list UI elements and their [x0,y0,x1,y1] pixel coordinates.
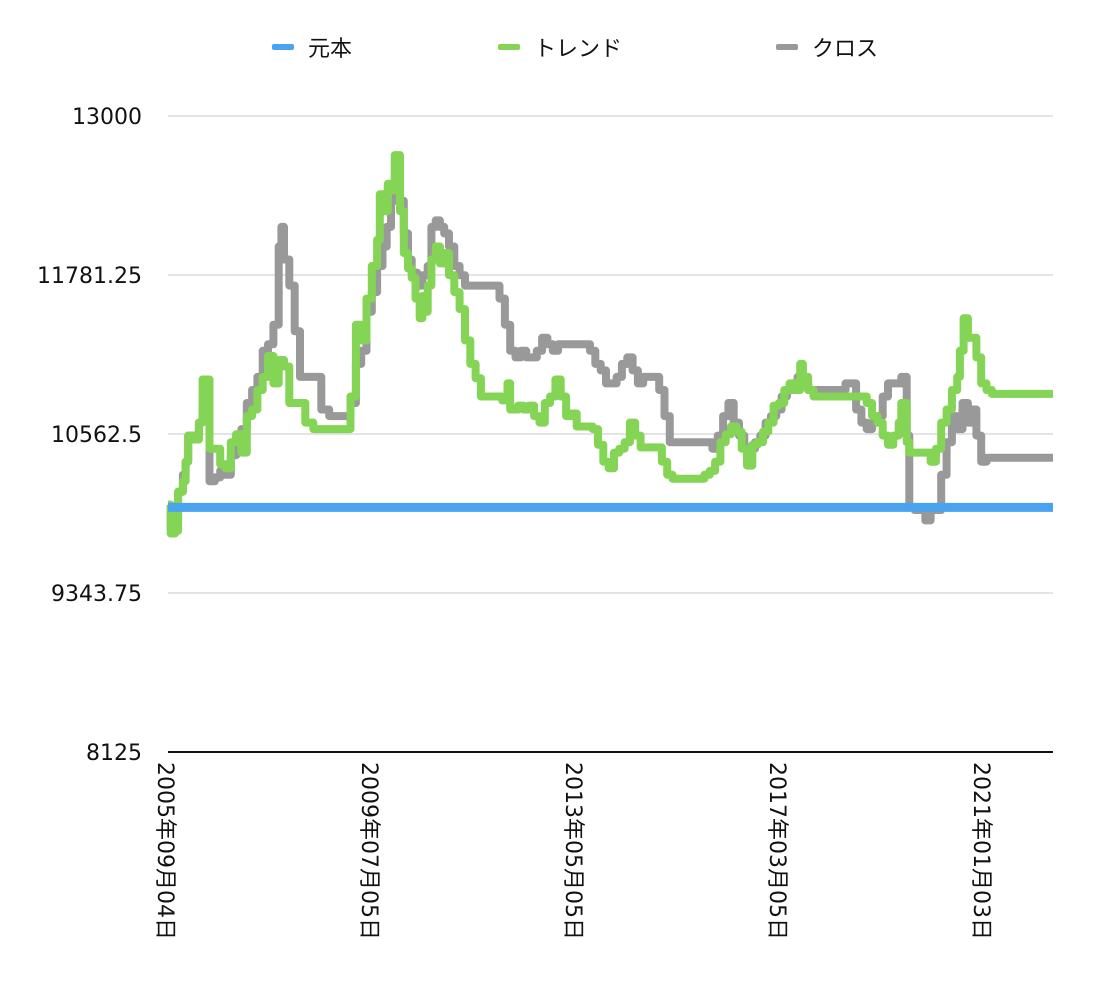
legend-swatch-principal [272,44,294,50]
y-tick-label: 13000 [72,105,142,130]
series-lines [166,151,1053,538]
x-tick-label: 2017年03月05日 [764,762,789,940]
legend-label-trend: トレンド [534,37,622,62]
x-tick-label: 2021年01月03日 [968,762,993,940]
x-tick-label: 2005年09月04日 [152,762,177,940]
series-line-trend [166,151,1053,538]
series-line-cross [166,177,1053,534]
gridlines [168,115,1053,594]
y-axis-ticks: 13000 11781.25 10562.5 9343.75 8125 [37,105,142,766]
y-tick-label: 9343.75 [51,582,142,607]
y-tick-label: 8125 [86,741,142,766]
legend-swatch-cross [776,44,798,50]
y-tick-label: 10562.5 [51,423,142,448]
y-tick-label: 11781.25 [37,264,142,289]
x-tick-label: 2009年07月05日 [356,762,381,940]
legend-swatch-trend [498,44,520,50]
x-tick-label: 2013年05月05日 [560,762,585,940]
legend: 元本 トレンド クロス [272,37,878,62]
legend-label-cross: クロス [812,37,878,62]
x-axis-ticks: 2005年09月04日 2009年07月05日 2013年05月05日 2017… [152,762,993,940]
legend-label-principal: 元本 [308,37,352,62]
